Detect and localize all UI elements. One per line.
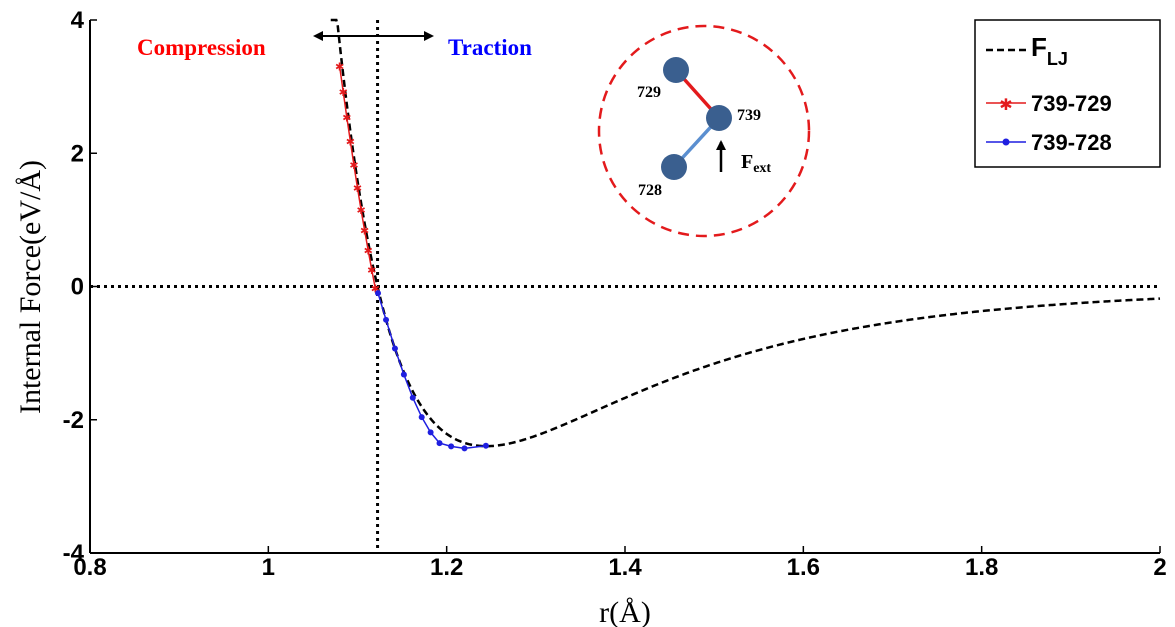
y-tick-label: 0	[71, 274, 84, 301]
legend-label-739-728: 739-728	[1031, 130, 1112, 155]
atom-739	[706, 105, 732, 131]
y-tick-label: 4	[71, 7, 85, 34]
point-739-729: ✱	[353, 182, 362, 195]
plot-axes: 0.8 1 1.2 1.4 1.6 1.8 2 -4 -2 0 2 4	[63, 7, 1167, 581]
point-739-729: ✱	[342, 111, 351, 124]
y-tick-label: -4	[63, 540, 85, 567]
legend-label-flj: FLJ	[1031, 32, 1068, 69]
series-line-739-728	[377, 292, 486, 450]
atom-728	[661, 154, 687, 180]
point-739-728	[409, 394, 416, 401]
x-tick-label: 1.8	[965, 554, 998, 581]
x-tick-label: 0.8	[73, 554, 106, 581]
point-739-729: ✱	[356, 204, 365, 217]
x-axis-label: r(Å)	[599, 596, 651, 627]
point-739-728	[461, 445, 468, 452]
point-739-728	[391, 345, 398, 352]
atom-label-728: 728	[638, 182, 662, 199]
series-group: ✱ ✱ ✱ ✱ ✱ ✱ ✱ ✱ ✱ ✱ ✱	[330, 18, 1161, 452]
atom-729	[663, 57, 689, 83]
point-739-729: ✱	[346, 135, 355, 148]
legend-marker-739-729: ✱	[999, 95, 1012, 114]
legend-marker-739-728	[1002, 138, 1010, 146]
x-tick-label: 2	[1153, 554, 1166, 581]
point-739-728	[383, 316, 390, 323]
x-ticks: 0.8 1 1.2 1.4 1.6 1.8 2	[73, 546, 1167, 581]
point-739-728	[448, 443, 455, 450]
point-739-728	[418, 414, 425, 421]
atom-label-729: 729	[637, 84, 661, 101]
legend: FLJ ✱ 739-729 739-728	[974, 19, 1161, 168]
point-739-728	[482, 442, 489, 449]
point-739-729: ✱	[364, 245, 373, 258]
y-ticks: -4 -2 0 2 4	[63, 7, 97, 567]
traction-annotation: Traction	[448, 35, 532, 60]
legend-label-739-729: 739-729	[1031, 91, 1112, 116]
point-739-728	[427, 429, 434, 436]
point-739-729: ✱	[371, 282, 380, 295]
point-739-729: ✱	[335, 61, 344, 74]
point-739-729: ✱	[360, 225, 369, 238]
y-axis-label: Internal Force(eV/Å)	[14, 160, 47, 414]
legend-entry-739-728: 739-728	[986, 130, 1112, 155]
regime-annotations: Compression Traction	[137, 31, 532, 60]
point-739-729: ✱	[339, 86, 348, 99]
bond-inset-diagram: 729 739 728 Fext	[597, 24, 811, 238]
x-tick-label: 1.2	[430, 554, 463, 581]
series-line-739-729	[338, 66, 377, 289]
inset-dashed-circle	[597, 24, 811, 238]
atom-label-739: 739	[737, 107, 761, 124]
legend-entry-739-729: ✱ 739-729	[986, 91, 1112, 116]
y-tick-label: -2	[63, 407, 84, 434]
point-739-728	[375, 290, 382, 297]
y-tick-label: 2	[71, 140, 84, 167]
legend-entry-flj: FLJ	[986, 32, 1068, 69]
point-739-729: ✱	[349, 159, 358, 172]
x-tick-label: 1.6	[787, 554, 820, 581]
compression-annotation: Compression	[137, 35, 266, 60]
point-739-729: ✱	[367, 264, 376, 277]
external-force-label: Fext	[741, 151, 771, 176]
point-739-728	[436, 440, 443, 447]
point-739-728	[400, 371, 407, 378]
series-line-flj	[330, 18, 1161, 448]
x-tick-label: 1.4	[608, 554, 642, 581]
x-tick-label: 1	[262, 554, 275, 581]
